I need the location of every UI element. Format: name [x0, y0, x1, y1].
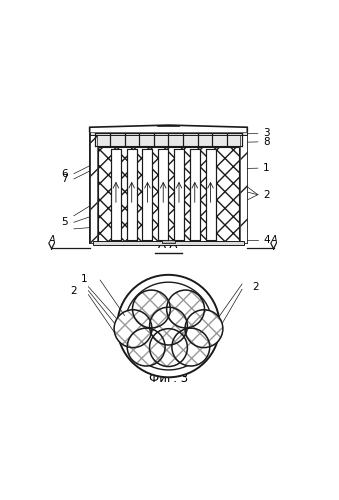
Circle shape — [185, 310, 223, 348]
Text: А: А — [48, 236, 55, 246]
Text: А: А — [270, 236, 277, 246]
Text: 4: 4 — [263, 235, 270, 245]
Circle shape — [167, 290, 204, 328]
Circle shape — [149, 328, 187, 366]
Bar — [98, 148, 239, 242]
Bar — [96, 133, 241, 146]
Polygon shape — [89, 125, 247, 132]
Bar — [158, 149, 168, 240]
Text: 2: 2 — [70, 286, 77, 296]
Text: 6: 6 — [61, 168, 67, 178]
Circle shape — [117, 275, 220, 378]
Text: 3: 3 — [263, 128, 270, 138]
Text: А-А: А-А — [158, 238, 179, 251]
Bar — [142, 149, 153, 240]
Bar — [111, 149, 121, 240]
Bar — [162, 240, 175, 243]
Bar — [174, 149, 184, 240]
Circle shape — [149, 307, 187, 345]
Text: 5: 5 — [61, 218, 67, 228]
Bar — [93, 242, 244, 245]
Bar — [240, 133, 247, 244]
Bar — [127, 149, 137, 240]
Bar — [190, 149, 200, 240]
Circle shape — [114, 310, 152, 348]
Circle shape — [127, 328, 165, 366]
Circle shape — [172, 328, 210, 366]
Circle shape — [133, 290, 170, 328]
Text: 1: 1 — [263, 163, 270, 173]
Bar — [89, 133, 247, 244]
Text: 2: 2 — [263, 190, 270, 200]
Text: 1: 1 — [80, 274, 87, 284]
Circle shape — [125, 282, 212, 370]
Bar — [89, 133, 97, 244]
Text: 7: 7 — [61, 174, 67, 184]
Bar — [89, 132, 247, 135]
Text: Фиг. 3: Фиг. 3 — [149, 372, 188, 385]
Text: 8: 8 — [263, 137, 270, 147]
Bar — [205, 149, 216, 240]
Text: 2: 2 — [253, 282, 259, 292]
